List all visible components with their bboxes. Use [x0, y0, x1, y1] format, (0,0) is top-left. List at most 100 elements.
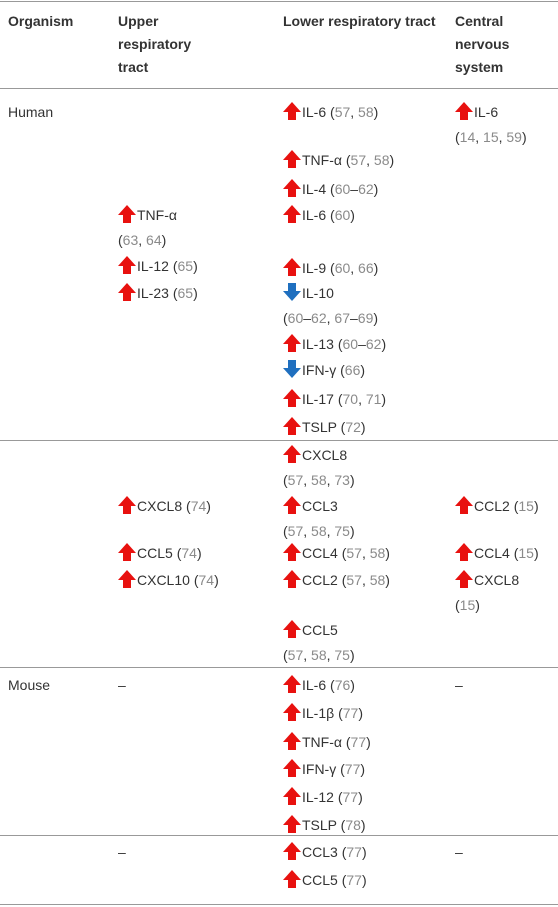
- reference-list: (60, 66): [330, 260, 379, 276]
- organism-cell: Mouse: [8, 677, 51, 693]
- header-cell: Central nervous system: [455, 13, 510, 75]
- reference-list: (77): [345, 734, 371, 750]
- reference-list: (65): [172, 285, 198, 301]
- reference-list: (78): [340, 817, 366, 833]
- cytokine-name: CXCL8: [302, 447, 348, 463]
- cytokine-cell: –: [118, 840, 126, 865]
- reference-list: (66): [340, 362, 366, 378]
- cytokine-cell: IL-23 (65): [118, 281, 198, 306]
- reference-list: (57, 58, 73): [283, 472, 355, 488]
- reference-list: (74): [193, 572, 219, 588]
- cytokine-name: CCL5: [302, 872, 338, 888]
- cytokine-name: TNF-α: [137, 207, 177, 223]
- cytokine-name: CCL3: [302, 498, 338, 514]
- reference-list: (14, 15, 59): [455, 129, 527, 145]
- arrow-up-icon: [283, 570, 301, 588]
- header-cell: Lower respiratory tract: [283, 13, 436, 29]
- arrow-up-icon: [283, 675, 301, 693]
- cytokine-name: IL-13: [302, 336, 334, 352]
- cytokine-cell: CXCL8 (15): [455, 568, 519, 618]
- reference-list: (65): [172, 258, 198, 274]
- reference-list: (57, 58): [341, 545, 390, 561]
- cytokine-name: TSLP: [302, 419, 337, 435]
- cytokine-cell: CXCL8 (74): [118, 494, 211, 519]
- cytokine-cell: TNF-α (63, 64): [118, 203, 177, 253]
- reference-list: (74): [186, 498, 211, 514]
- cytokine-name: CXCL8: [474, 572, 520, 588]
- reference-list: (77): [337, 789, 363, 805]
- reference-list: (57, 58): [330, 104, 379, 120]
- arrow-down-icon: [283, 360, 301, 378]
- arrow-down-icon: [283, 283, 301, 301]
- arrow-up-icon: [455, 543, 473, 561]
- rule: [0, 835, 558, 836]
- cytokine-cell: IL-4 (60–62): [283, 177, 378, 202]
- organism-cell: Human: [8, 104, 54, 120]
- arrow-up-icon: [283, 842, 301, 860]
- cytokine-cell: CCL2 (57, 58): [283, 568, 390, 593]
- cytokine-name: –: [118, 844, 126, 860]
- arrow-up-icon: [283, 732, 301, 750]
- arrow-up-icon: [283, 389, 301, 407]
- cytokine-cell: IL-6 (60): [283, 203, 355, 228]
- rule: [0, 1, 558, 2]
- arrow-up-icon: [283, 703, 301, 721]
- reference-list: (70, 71): [337, 391, 387, 407]
- cytokine-cell: CCL5 (77): [283, 868, 367, 893]
- arrow-up-icon: [283, 870, 301, 888]
- cytokine-name: IL-4: [302, 181, 327, 197]
- arrow-up-icon: [455, 496, 473, 514]
- reference-list: (77): [340, 761, 366, 777]
- cytokine-name: CXCL10: [137, 572, 190, 588]
- reference-list: (57, 58): [345, 152, 395, 168]
- cytokine-cell: CCL2 (15): [455, 494, 539, 519]
- reference-list: (15): [513, 545, 539, 561]
- reference-list: (15): [513, 498, 539, 514]
- arrow-up-icon: [283, 759, 301, 777]
- cytokine-name: CCL5: [137, 545, 173, 561]
- arrow-up-icon: [283, 205, 301, 223]
- cytokine-name: IL-9: [302, 260, 327, 276]
- cytokine-name: IL-17: [302, 391, 334, 407]
- cytokine-name: TNF-α: [302, 734, 342, 750]
- arrow-up-icon: [283, 150, 301, 168]
- cytokine-cell: IL-13 (60–62): [283, 332, 386, 357]
- cytokine-name: IL-6: [474, 104, 499, 120]
- reference-list: (76): [330, 677, 355, 693]
- cytokine-name: –: [455, 844, 463, 860]
- cytokine-cell: IL-6 (57, 58): [283, 100, 378, 125]
- cytokine-name: IL-23: [137, 285, 169, 301]
- cytokine-name: IL-10: [302, 285, 334, 301]
- cytokine-cell: TNF-α (57, 58): [283, 148, 394, 173]
- cytokine-name: IFN-γ: [302, 761, 337, 777]
- arrow-up-icon: [118, 543, 136, 561]
- cytokine-name: CCL2: [474, 498, 510, 514]
- cytokine-name: CCL4: [302, 545, 338, 561]
- cytokine-name: IFN-γ: [302, 362, 337, 378]
- reference-list: (77): [341, 844, 367, 860]
- cytokine-cell: IL-10 (60–62, 67–69): [283, 281, 378, 331]
- cytokine-cell: –: [455, 840, 463, 865]
- arrow-up-icon: [118, 283, 136, 301]
- cytokine-name: IL-6: [302, 104, 327, 120]
- arrow-up-icon: [283, 258, 301, 276]
- arrow-up-icon: [118, 496, 136, 514]
- arrow-up-icon: [283, 620, 301, 638]
- cytokine-cell: IL-12 (65): [118, 254, 198, 279]
- cytokine-cell: CXCL10 (74): [118, 568, 219, 593]
- cytokine-cell: CCL3 (77): [283, 840, 367, 865]
- arrow-up-icon: [455, 570, 473, 588]
- cytokine-cell: IL-9 (60, 66): [283, 256, 378, 281]
- reference-list: (63, 64): [118, 232, 167, 248]
- reference-list: (60): [330, 207, 355, 223]
- arrow-up-icon: [283, 496, 301, 514]
- cytokine-name: IL-12: [137, 258, 169, 274]
- cytokine-cell: CCL4 (15): [455, 541, 539, 566]
- rule: [0, 667, 558, 668]
- cytokine-name: CCL4: [474, 545, 510, 561]
- rule: [0, 88, 558, 89]
- cytokine-cell: CCL4 (57, 58): [283, 541, 390, 566]
- cytokine-cell: IFN-γ (66): [283, 358, 365, 383]
- cytokine-name: IL-6: [302, 207, 327, 223]
